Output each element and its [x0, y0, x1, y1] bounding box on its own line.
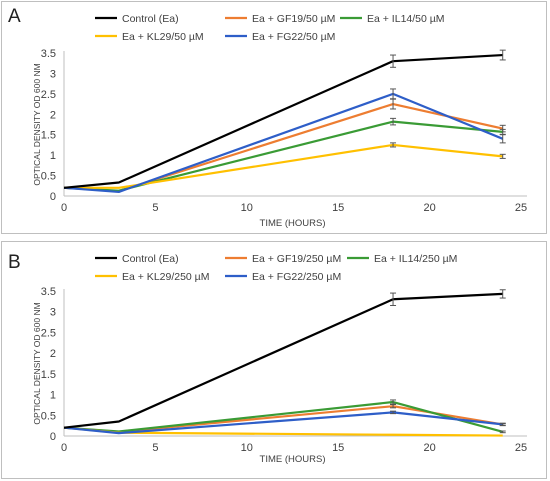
x-tick-label: 25 [515, 202, 527, 214]
y-tick-label: 0 [50, 191, 56, 203]
legend-entry: Ea + GF19/250 µM [225, 253, 341, 265]
chart-a-svg: 0 0.5 1 1.5 2 2.5 3 3.5 0 5 10 15 20 25 TIME (HOURS) OP… [32, 13, 527, 229]
y-tick-label: 0.5 [41, 410, 56, 422]
y-tick-label: 2.5 [41, 89, 56, 101]
x-tick-label: 10 [241, 202, 253, 214]
x-axis-title: TIME (HOURS) [260, 454, 326, 465]
y-tick-label: 1 [50, 150, 56, 162]
legend-entry: Ea + IL14/50 µM [340, 13, 445, 25]
y-tick-label: 1.5 [41, 130, 56, 142]
chart-frame [1, 1, 547, 234]
legend-entry: Control (Ea) [95, 13, 179, 25]
series-line [63, 405, 503, 433]
y-tick-label: 3.5 [41, 48, 56, 60]
series-line [63, 411, 503, 435]
y-tick-label: 1.5 [41, 369, 56, 381]
legend-label: Ea + KL29/250 µM [122, 271, 209, 283]
x-tick-label: 20 [423, 442, 435, 454]
legend-label: Ea + GF19/50 µM [252, 13, 335, 25]
legend-label: Control (Ea) [122, 253, 179, 265]
x-tick-label: 10 [241, 442, 253, 454]
series-line [63, 292, 503, 429]
error-bar [390, 399, 397, 405]
error-bar [499, 289, 506, 299]
panel-label-b: B [8, 252, 21, 273]
error-bar [499, 423, 506, 426]
legend-entry: Control (Ea) [95, 253, 179, 265]
error-bar [390, 142, 397, 148]
chart-panel-b: B 0 0.5 1 1.5 2 2.5 3 3.5 0 5 10 15 20 25 TIME (HOURS)… [0, 240, 550, 481]
y-tick-label: 3.5 [41, 286, 56, 298]
error-bar [499, 49, 506, 61]
error-bar [390, 292, 397, 306]
x-tick-label: 0 [61, 202, 67, 214]
y-tick-label: 1 [50, 390, 56, 402]
series-line [63, 92, 504, 194]
series-line [63, 53, 503, 189]
y-axis-title: OPTICAL DENSITY OD 600 NM [32, 63, 42, 185]
y-tick-label: 2.5 [41, 327, 56, 339]
error-bar [390, 117, 397, 126]
y-tick-label: 0 [50, 431, 56, 443]
x-tick-label: 0 [61, 442, 67, 454]
y-tick-label: 2 [50, 348, 56, 360]
y-axis-title: OPTICAL DENSITY OD 600 NM [32, 302, 42, 424]
legend-label: Ea + IL14/250 µM [374, 253, 457, 265]
legend-entry: Ea + GF19/50 µM [225, 13, 335, 25]
x-tick-label: 5 [152, 442, 158, 454]
x-tick-label: 25 [515, 442, 527, 454]
legend-label: Ea + GF19/250 µM [252, 253, 341, 265]
error-bar [390, 410, 397, 415]
error-bar [499, 430, 506, 434]
y-tick-label: 3 [50, 307, 56, 319]
legend-entry: Ea + IL14/250 µM [347, 253, 457, 265]
error-bar [390, 54, 397, 68]
legend-label: Control (Ea) [122, 13, 179, 25]
y-tick-label: 3 [50, 68, 56, 80]
chart-panel-a: A 0 0.5 1 1.5 2 2.5 3 3.5 0 5 10 15 20 25 TIME (HOURS)… [0, 0, 550, 236]
panel-label-a: A [8, 6, 21, 27]
legend-label: Ea + KL29/50 µM [122, 31, 204, 43]
legend-label: Ea + FG22/50 µM [252, 31, 335, 43]
y-tick-label: 0.5 [41, 171, 56, 183]
error-bar [499, 134, 506, 144]
chart-frame [1, 241, 547, 479]
legend-label: Ea + IL14/50 µM [367, 13, 445, 25]
x-tick-label: 15 [332, 202, 344, 214]
x-tick-label: 5 [152, 202, 158, 214]
x-tick-label: 15 [332, 442, 344, 454]
legend-entry: Ea + KL29/250 µM [95, 271, 209, 283]
error-bar [499, 153, 506, 159]
y-tick-label: 2 [50, 109, 56, 121]
legend-entry: Ea + KL29/50 µM [95, 31, 204, 43]
legend-entry: Ea + FG22/50 µM [225, 31, 335, 43]
legend-label: Ea + FG22/250 µM [252, 271, 341, 283]
chart-b-svg: 0 0.5 1 1.5 2 2.5 3 3.5 0 5 10 15 20 25 TIME (HOURS) OP… [32, 253, 527, 465]
legend-entry: Ea + FG22/250 µM [225, 271, 341, 283]
x-tick-label: 20 [423, 202, 435, 214]
series-line [64, 143, 503, 189]
x-axis-title: TIME (HOURS) [260, 218, 326, 229]
error-bar [390, 88, 397, 100]
